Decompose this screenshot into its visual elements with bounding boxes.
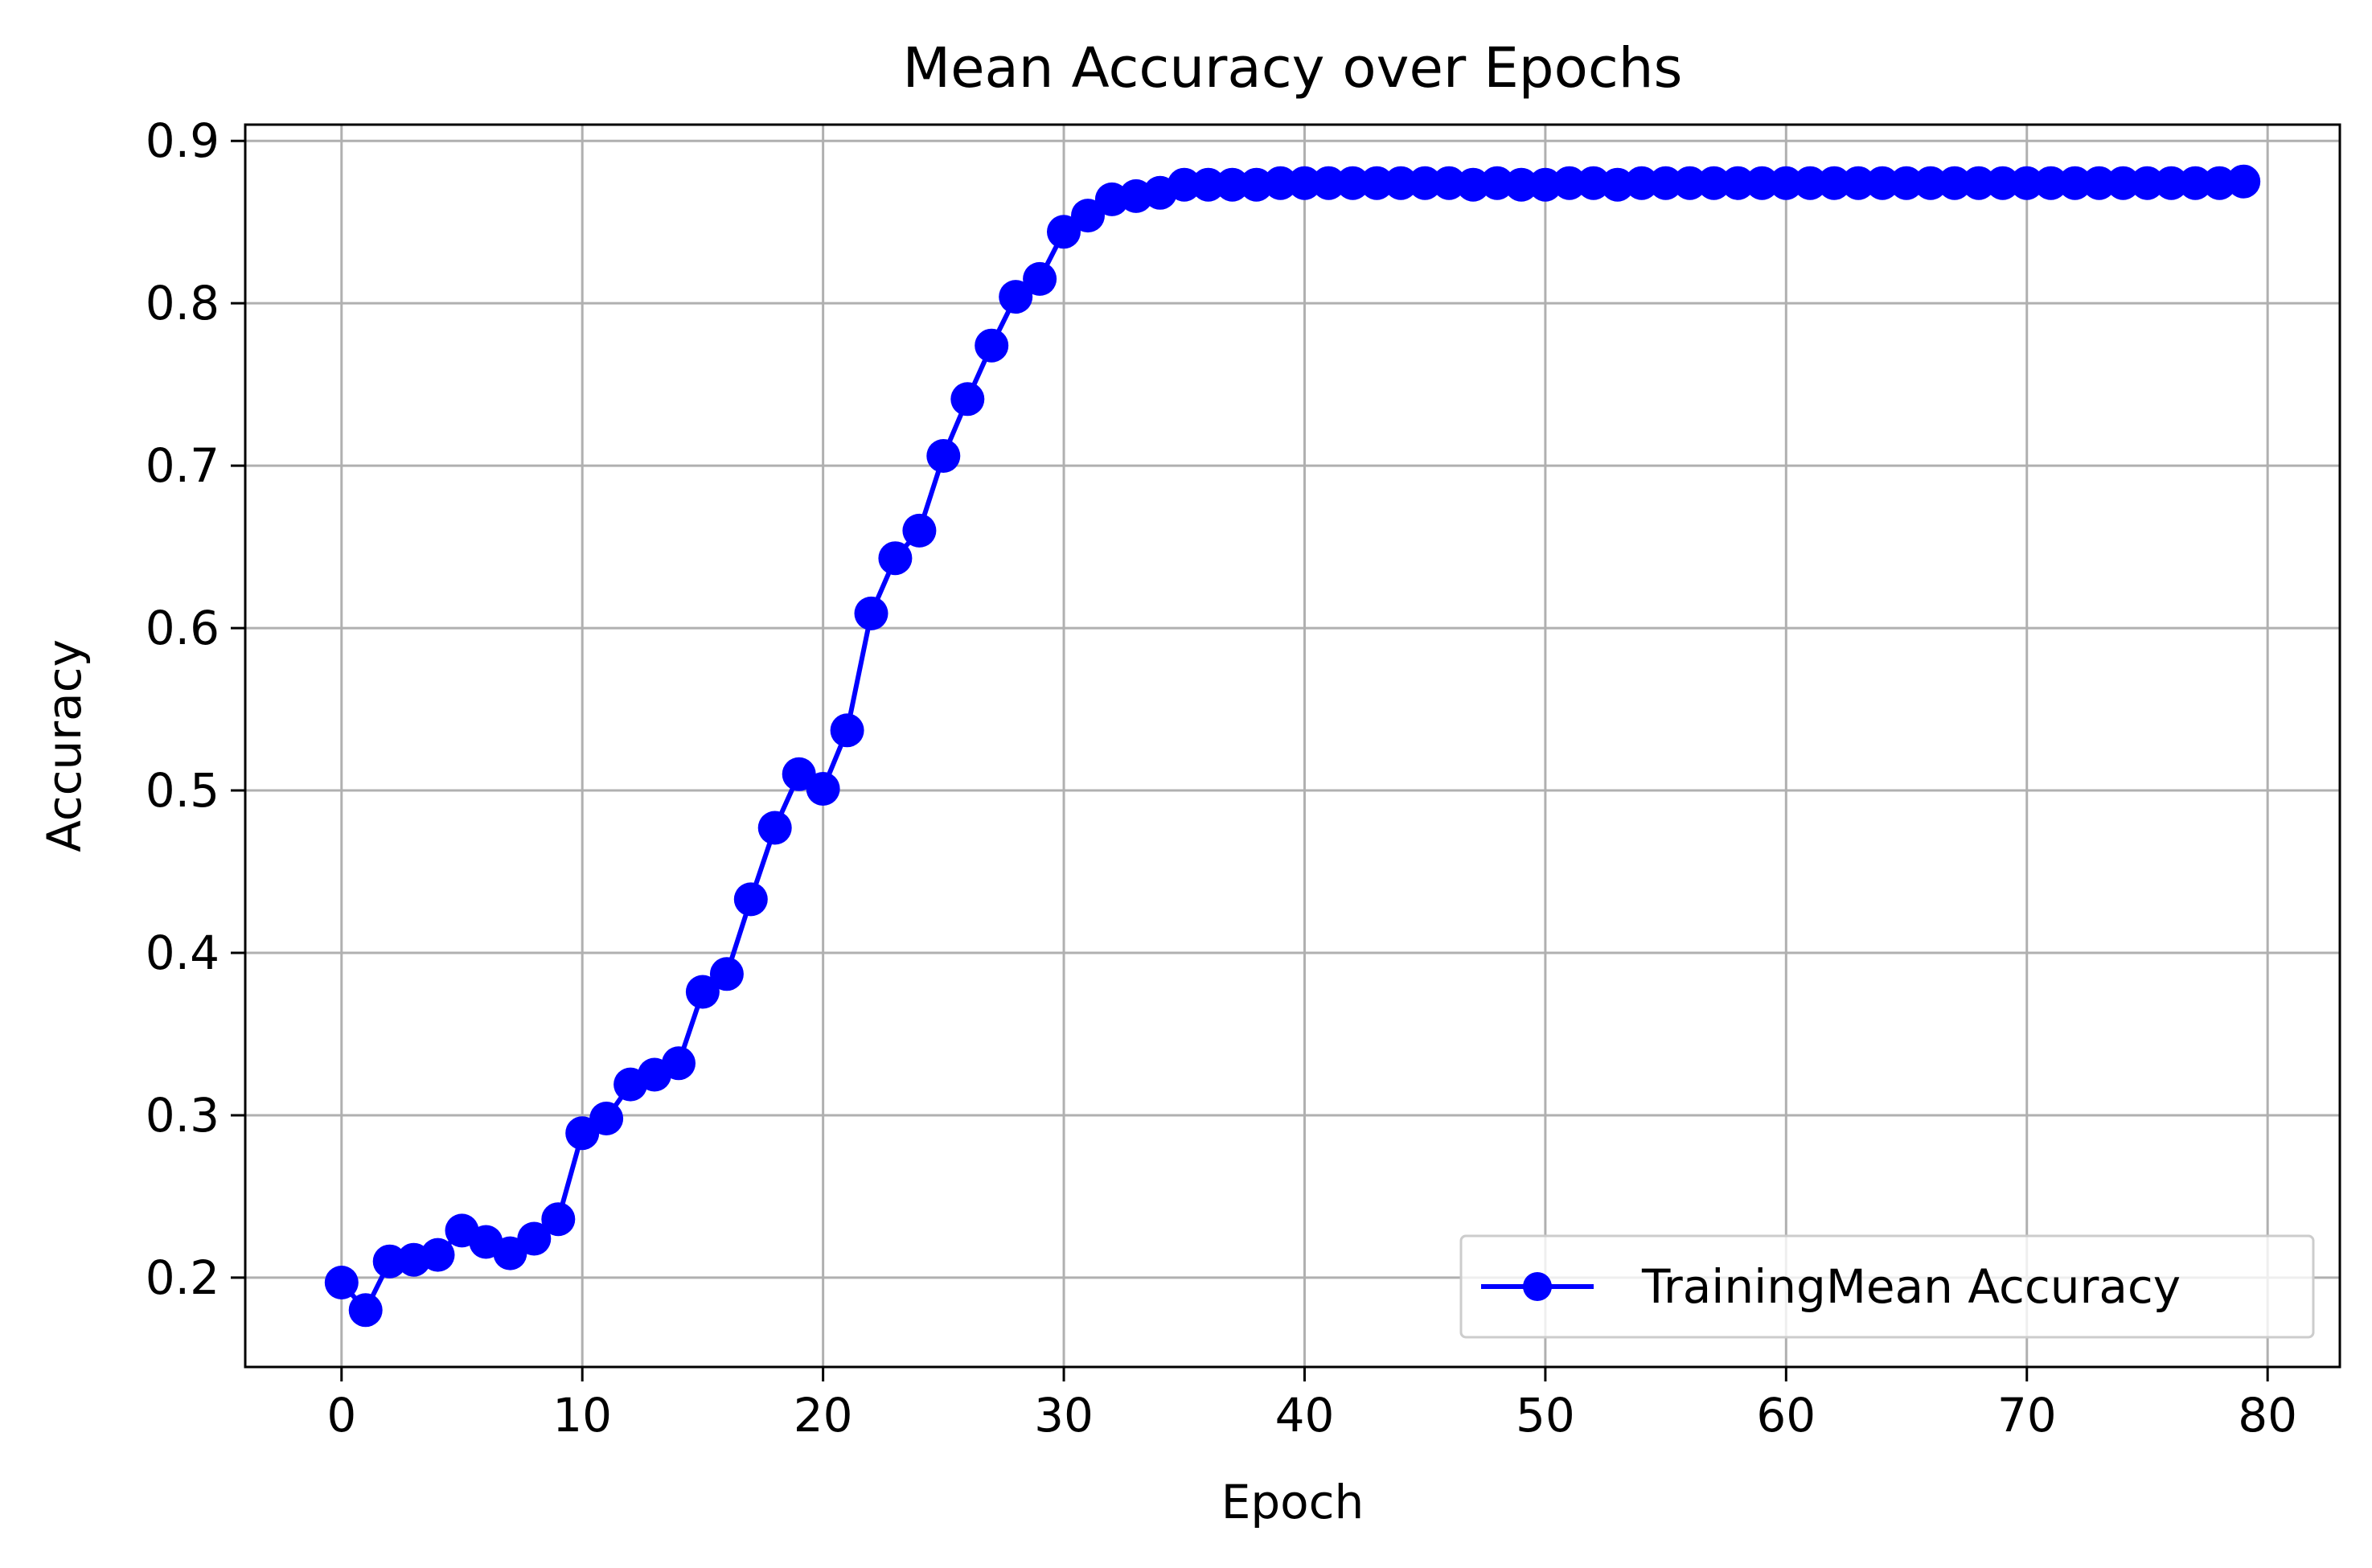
data-point bbox=[733, 882, 768, 917]
x-tick-label: 50 bbox=[1516, 1388, 1575, 1443]
data-point bbox=[1624, 166, 1659, 200]
data-point bbox=[1600, 167, 1635, 202]
chart-title: Mean Accuracy over Epochs bbox=[903, 36, 1683, 101]
data-point bbox=[1937, 166, 1972, 200]
axis-ticks: 0 10 20 30 40 50 60 70 80 0.2 0.3 0.4 0.5 0.6 0.7 0.8 0.… bbox=[146, 113, 2297, 1443]
data-point bbox=[1697, 166, 1731, 200]
data-point bbox=[2154, 166, 2189, 200]
data-point bbox=[541, 1202, 576, 1237]
data-point bbox=[2226, 164, 2261, 199]
data-point bbox=[1504, 167, 1538, 202]
y-axis-label: Accuracy bbox=[37, 639, 92, 852]
data-point bbox=[1023, 261, 1057, 296]
data-point bbox=[854, 596, 888, 630]
data-point bbox=[1215, 167, 1250, 202]
data-point bbox=[2033, 166, 2068, 200]
x-tick-label: 40 bbox=[1275, 1388, 1335, 1443]
data-point bbox=[2009, 166, 2044, 200]
data-point bbox=[926, 439, 961, 473]
data-point bbox=[1841, 166, 1876, 200]
x-tick-label: 80 bbox=[2238, 1388, 2297, 1443]
data-point bbox=[1528, 167, 1562, 202]
series-layer bbox=[324, 164, 2261, 1328]
data-point bbox=[517, 1221, 552, 1256]
x-tick-label: 60 bbox=[1756, 1388, 1816, 1443]
data-point bbox=[1311, 166, 1346, 200]
data-point bbox=[1793, 166, 1828, 200]
data-point bbox=[830, 713, 864, 748]
data-point bbox=[2106, 166, 2140, 200]
legend-box bbox=[1459, 1234, 2315, 1339]
data-point bbox=[950, 382, 985, 417]
y-tick-label: 0.9 bbox=[146, 113, 220, 168]
data-point bbox=[709, 957, 744, 991]
data-point bbox=[1672, 166, 1707, 200]
data-point bbox=[1263, 166, 1298, 200]
data-point bbox=[1480, 166, 1514, 200]
data-point bbox=[1384, 166, 1418, 200]
y-tick-label: 0.5 bbox=[146, 763, 220, 818]
legend: TrainingMean Accuracy bbox=[1459, 1234, 2315, 1339]
data-point bbox=[1890, 166, 1923, 200]
data-point bbox=[1961, 166, 1996, 200]
data-point bbox=[589, 1102, 624, 1135]
data-point bbox=[1239, 167, 1274, 202]
data-point bbox=[1456, 167, 1491, 202]
data-point bbox=[1047, 215, 1081, 249]
y-tick-label: 0.7 bbox=[146, 438, 220, 493]
plot-frame bbox=[244, 123, 2341, 1369]
data-point bbox=[685, 975, 720, 1009]
data-point bbox=[1167, 167, 1201, 202]
data-point bbox=[662, 1046, 696, 1081]
data-point bbox=[1817, 166, 1852, 200]
data-point bbox=[324, 1266, 359, 1299]
legend-marker-swatch bbox=[1523, 1272, 1552, 1301]
y-tick-label: 0.8 bbox=[146, 276, 220, 330]
data-point bbox=[2130, 166, 2165, 200]
data-point bbox=[1336, 166, 1370, 200]
data-point bbox=[1648, 166, 1683, 200]
x-tick-label: 0 bbox=[326, 1388, 356, 1443]
legend-label: TrainingMean Accuracy bbox=[1641, 1259, 2181, 1314]
y-tick-label: 0.3 bbox=[146, 1088, 220, 1143]
data-point bbox=[1071, 199, 1105, 233]
y-tick-label: 0.6 bbox=[146, 601, 220, 655]
data-point bbox=[1287, 166, 1322, 200]
data-point bbox=[2058, 166, 2092, 200]
data-point bbox=[2082, 166, 2116, 200]
data-point bbox=[1432, 166, 1467, 200]
data-point bbox=[1408, 166, 1442, 200]
data-point bbox=[757, 811, 792, 845]
data-point bbox=[975, 328, 1009, 363]
x-axis-label: Epoch bbox=[1221, 1475, 1365, 1529]
data-point bbox=[1360, 166, 1394, 200]
data-point bbox=[999, 280, 1033, 314]
data-point bbox=[1191, 167, 1225, 202]
data-point bbox=[1769, 166, 1804, 200]
data-point bbox=[1576, 166, 1611, 200]
data-point bbox=[372, 1244, 407, 1279]
x-tick-label: 70 bbox=[1997, 1388, 2057, 1443]
data-point bbox=[806, 772, 840, 806]
data-point bbox=[2178, 166, 2213, 200]
y-tick-label: 0.2 bbox=[146, 1250, 220, 1305]
x-tick-label: 20 bbox=[794, 1388, 853, 1443]
data-point bbox=[1721, 166, 1755, 200]
data-point bbox=[1985, 166, 2020, 200]
data-point bbox=[348, 1293, 383, 1328]
y-tick-label: 0.4 bbox=[146, 926, 220, 980]
x-tick-label: 30 bbox=[1034, 1388, 1094, 1443]
data-point bbox=[2202, 166, 2237, 200]
data-point bbox=[1914, 166, 1947, 200]
data-point bbox=[421, 1238, 455, 1272]
data-point bbox=[878, 541, 913, 576]
x-tick-label: 10 bbox=[552, 1388, 612, 1443]
data-point bbox=[1552, 166, 1586, 200]
data-point bbox=[902, 513, 937, 548]
data-point bbox=[1865, 166, 1900, 200]
data-point bbox=[1745, 166, 1779, 200]
